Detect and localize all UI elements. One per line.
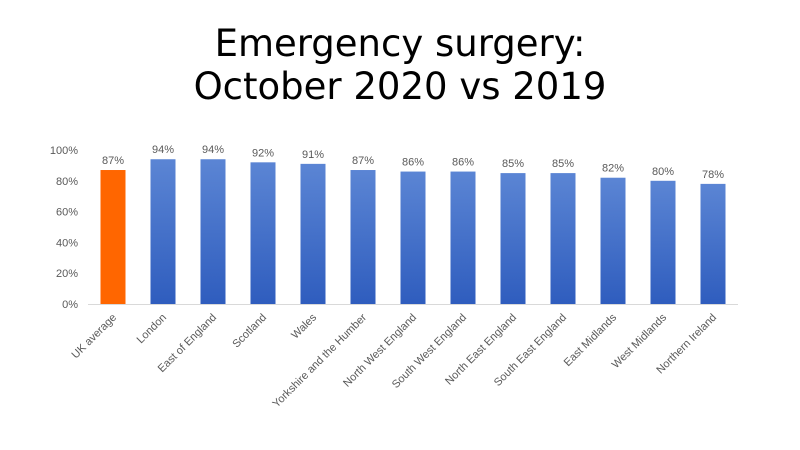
chart-title-line-2: October 2020 vs 2019	[193, 65, 607, 108]
bar	[250, 162, 276, 304]
bar	[700, 183, 726, 304]
data-label: 80%	[652, 166, 674, 178]
data-label: 85%	[552, 158, 574, 170]
data-label: 94%	[152, 144, 174, 156]
bar	[650, 180, 676, 304]
bar	[350, 170, 376, 304]
data-label: 94%	[202, 144, 224, 156]
bar	[500, 173, 526, 304]
category-label: Wales	[289, 311, 319, 341]
category-label: Yorkshire and the Humber	[271, 311, 370, 410]
bar	[200, 159, 226, 304]
bar	[150, 159, 176, 304]
bar	[550, 173, 576, 304]
data-label: 82%	[602, 163, 624, 175]
y-tick-label: 80%	[56, 176, 78, 188]
bar	[100, 170, 126, 304]
y-tick-label: 40%	[56, 237, 78, 249]
bar	[450, 171, 476, 304]
bar	[400, 171, 426, 304]
data-label: 87%	[102, 155, 124, 167]
data-label: 87%	[352, 155, 374, 167]
y-tick-label: 0%	[62, 299, 78, 311]
y-tick-label: 20%	[56, 268, 78, 280]
data-label: 78%	[702, 169, 724, 181]
data-label: 85%	[502, 158, 524, 170]
y-tick-label: 100%	[50, 145, 78, 157]
chart-title: Emergency surgery: October 2020 vs 2019	[0, 22, 800, 108]
data-label: 86%	[402, 157, 424, 169]
y-tick-label: 60%	[56, 207, 78, 219]
data-label: 91%	[302, 149, 324, 161]
category-label: London	[135, 312, 169, 346]
bar	[300, 163, 326, 304]
category-label: Scotland	[230, 312, 269, 351]
data-label: 86%	[452, 157, 474, 169]
bar	[600, 177, 626, 304]
data-label: 92%	[252, 147, 274, 159]
chart-title-line-1: Emergency surgery:	[214, 22, 586, 65]
bars	[100, 159, 726, 304]
y-axis-ticks: 0% 20% 40% 60% 80% 100%	[50, 145, 78, 311]
data-labels: 87% 94% 94% 92% 91% 87% 86% 86% 85% 85% 82% 80% 78%	[102, 144, 724, 181]
category-label: UK average	[70, 312, 120, 362]
